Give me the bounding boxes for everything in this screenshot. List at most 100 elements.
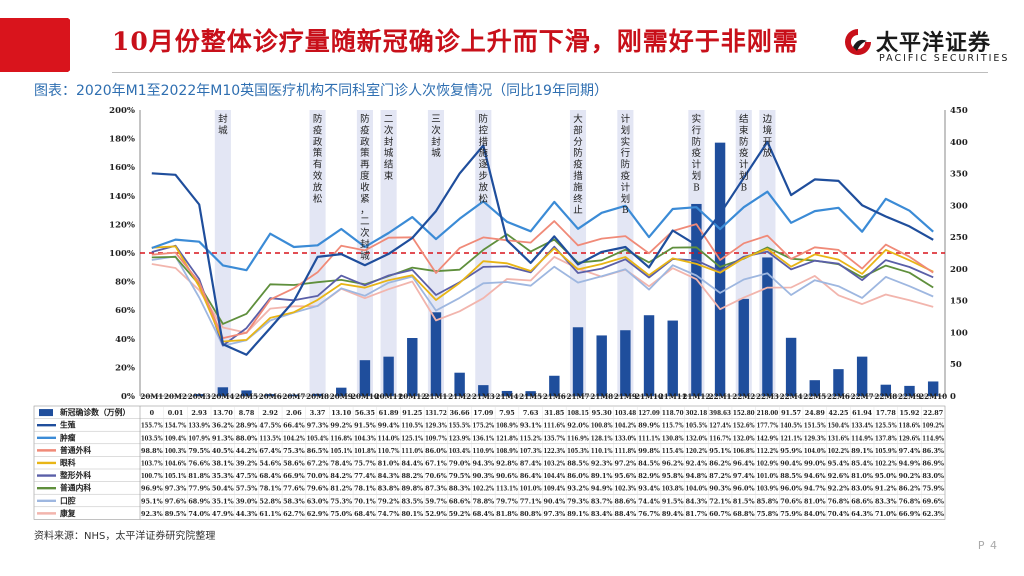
table-cell-value: 111.8%	[615, 447, 637, 455]
table-cell-value: 92.6%	[828, 472, 850, 480]
table-cell-value: 76.8%	[899, 497, 921, 505]
table-cell-value: 75.7%	[354, 459, 376, 467]
table-cell-value: 112.2%	[757, 447, 779, 455]
table-cell-value: 74.0%	[188, 510, 210, 518]
category-label: 21M6	[543, 392, 566, 401]
event-annotation-char: 疫	[692, 147, 702, 159]
case-bar	[193, 394, 205, 396]
event-annotation-char: 策	[360, 147, 370, 159]
table-cell-value: 83.5%	[401, 497, 423, 505]
table-cell-value: 88.5%	[780, 472, 802, 480]
table-cell-value: 102.9%	[757, 459, 779, 467]
category-label: 20M5	[235, 392, 258, 401]
category-label: 21M4	[496, 392, 519, 401]
table-cell-value: 100.8%	[591, 422, 613, 430]
table-cell-value: 61.94	[852, 409, 873, 417]
right-tick-label: 350	[950, 170, 968, 180]
left-tick-label: 140%	[109, 192, 135, 202]
case-bar	[359, 360, 371, 396]
table-cell-value: 104.4%	[543, 472, 565, 480]
table-cell-value: 76.6%	[188, 459, 210, 467]
event-annotation-char: 划	[692, 170, 702, 182]
table-cell-value: 90.4%	[780, 459, 802, 467]
left-tick-label: 120%	[109, 220, 135, 230]
table-cell-value: 79.5%	[449, 472, 471, 480]
event-annotation-char: 计	[621, 113, 631, 125]
table-cell-value: 92.8%	[496, 459, 518, 467]
table-cell-value: 83.4%	[591, 510, 613, 518]
category-label: 21M2	[448, 392, 471, 401]
legend-label: 康复	[60, 508, 76, 518]
event-annotation-char: 疫	[313, 124, 323, 136]
table-cell-value: 97.4%	[733, 472, 755, 480]
event-annotation-char: 城	[218, 125, 228, 136]
event-annotation-char: 紧	[360, 194, 370, 205]
table-cell-value: 91.2%	[875, 485, 897, 493]
table-cell-value: 74.7%	[378, 510, 400, 518]
event-annotation-char: 划	[621, 193, 631, 205]
table-cell-value: 97.3%	[165, 485, 187, 493]
table-cell-value: 177.7%	[757, 422, 779, 430]
event-annotation-char: 行	[692, 124, 702, 136]
table-cell-value: 13.70	[213, 409, 234, 417]
event-annotation-char: 松	[479, 193, 489, 205]
table-cell-value: 47.5%	[236, 472, 258, 480]
event-annotation-char: B	[622, 206, 629, 216]
table-cell-value: 68.4%	[354, 510, 376, 518]
event-annotation-char: 防	[360, 113, 370, 125]
table-cell-value: 107.9%	[188, 434, 210, 442]
table-cell-value: 108.9%	[496, 422, 518, 430]
event-annotation-char: 束	[739, 125, 749, 136]
table-cell-value: 93.4%	[638, 485, 660, 493]
table-cell-value: 81.7%	[686, 510, 708, 518]
table-cell-value: 105.9%	[875, 447, 897, 455]
table-cell-value: 101.8%	[354, 447, 376, 455]
table-cell-value: 96.4%	[733, 459, 755, 467]
table-cell-value: 94.6%	[804, 472, 826, 480]
table-cell-value: 104.3%	[354, 434, 376, 442]
table-cell-value: 81.0%	[851, 472, 873, 480]
table-cell-value: 125.1%	[401, 434, 423, 442]
table-cell-value: 95.6%	[615, 472, 637, 480]
table-cell-value: 66.9%	[283, 472, 305, 480]
table-cell-value: 89.4%	[662, 510, 684, 518]
event-annotation-char: 实	[692, 113, 702, 125]
category-label: 22M9	[898, 392, 921, 401]
table-cell-value: 89.8%	[401, 485, 423, 493]
table-cell-value: 61.1%	[259, 510, 281, 518]
case-bar	[407, 338, 418, 396]
table-cell-value: 95.1%	[141, 497, 163, 505]
table-cell-value: 110.9%	[472, 447, 494, 455]
table-cell-value: 77.6%	[283, 485, 305, 493]
table-cell-value: 68.6%	[851, 497, 873, 505]
table-cell-value: 131.72	[425, 409, 447, 417]
case-bar	[738, 298, 749, 396]
event-annotation-char: 放	[763, 147, 773, 159]
table-cell-value: 85.4%	[851, 459, 873, 467]
table-cell-value: 103.48	[615, 409, 637, 417]
table-cell-value: 133.0%	[615, 434, 637, 442]
event-annotation-char: 步	[479, 171, 489, 182]
left-tick-label: 160%	[109, 163, 135, 173]
table-cell-value: 68.8%	[733, 510, 755, 518]
table-cell-value: 96.2%	[662, 459, 684, 467]
category-label: 22M3	[756, 392, 779, 401]
table-cell-value: 2.06	[286, 409, 302, 417]
event-annotation-char: 再	[360, 160, 370, 171]
table-cell-value: 302.18	[686, 409, 708, 417]
table-cell-value: 86.9%	[922, 459, 944, 467]
category-label: 20M6	[259, 392, 282, 401]
table-cell-value: 89.5%	[165, 510, 187, 518]
table-cell-value: 103.9%	[757, 485, 779, 493]
table-cell-value: 60.7%	[709, 510, 731, 518]
event-annotation-char: 计	[621, 181, 631, 193]
right-tick-label: 450	[950, 106, 968, 116]
case-bar	[596, 335, 607, 396]
event-highlight-band	[617, 110, 634, 396]
case-bar	[785, 337, 797, 396]
table-cell-value: 175.2%	[472, 422, 494, 430]
table-cell-value: 131.6%	[828, 434, 850, 442]
event-annotation-char: 防	[621, 159, 631, 171]
category-label: 21M12	[682, 392, 710, 401]
table-cell-value: 113.1%	[496, 485, 518, 493]
